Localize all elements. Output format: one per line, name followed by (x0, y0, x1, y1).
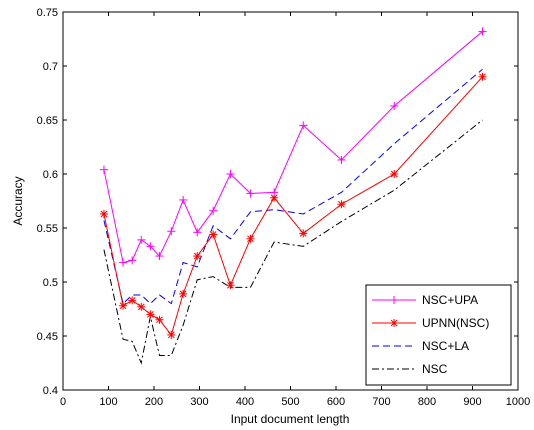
legend-label-2: NSC+LA (422, 339, 469, 353)
series-0-point-4 (146, 242, 155, 251)
series-0-point-8 (193, 228, 202, 237)
series-1-point-9-d2 (209, 231, 217, 238)
x-tick-label-6: 600 (327, 396, 345, 408)
legend: NSC+UPA UPNN(NSC) NSC+LA NSC (365, 284, 512, 386)
series-1-point-4-d2 (147, 311, 154, 318)
y-tick-label-7: 0.75 (37, 7, 58, 19)
series-1-point-12-d2 (270, 194, 278, 202)
series-1-point-7 (179, 289, 188, 298)
series-0-point-5 (155, 252, 164, 261)
y-tick-label-0: 0.4 (43, 385, 58, 397)
series-0-point-7 (179, 195, 188, 204)
series-1-point-7-d2 (179, 290, 187, 298)
y-tick-label-1: 0.45 (37, 331, 58, 343)
series-0-point-13 (299, 121, 308, 130)
series-1-point-0-d2 (100, 210, 108, 218)
series-0-point-14 (337, 155, 346, 164)
y-tick-label-5: 0.65 (37, 115, 58, 127)
x-tick-label-5: 500 (281, 396, 299, 408)
x-tick-label-0: 0 (60, 396, 66, 408)
series-1-point-9 (209, 230, 218, 239)
series-1-point-6-d2 (167, 331, 175, 339)
series-1-point-2-d2 (128, 297, 136, 304)
y-tick-label-6: 0.7 (43, 61, 58, 73)
series-1-point-14-d2 (338, 200, 345, 208)
series-1-point-16 (478, 72, 487, 81)
series-1-point-0 (99, 209, 108, 218)
y-tick-label-3: 0.55 (37, 223, 58, 235)
series-1-point-6 (167, 330, 176, 339)
series-1-point-11-d2 (247, 235, 254, 243)
series-1-point-13-d2 (299, 230, 307, 237)
series-1-point-1-d2 (119, 302, 127, 310)
series-1-point-1 (119, 301, 128, 310)
series-1-point-10 (226, 281, 235, 290)
series-1-point-15-d2 (390, 170, 398, 178)
series-line-3 (103, 119, 483, 365)
legend-marker-1-d2 (390, 319, 398, 327)
series-1-point-11 (246, 234, 255, 243)
series-1-point-8-d2 (193, 252, 201, 260)
series-1-point-4 (146, 310, 155, 319)
series-0-point-3 (137, 235, 146, 244)
series-1-point-10-d2 (227, 281, 234, 289)
series-0-point-1 (119, 258, 128, 267)
series-1-point-3-d2 (137, 303, 145, 311)
legend-label-0: NSC+UPA (422, 293, 478, 307)
series-0-point-11 (246, 189, 255, 198)
x-tick-label-4: 400 (236, 396, 254, 408)
y-axis-label: Accuracy (11, 176, 25, 225)
x-tick-label-9: 900 (463, 396, 481, 408)
series-1-point-12 (270, 193, 279, 202)
axes-layer: 0 100 200 300 400 500 600 700 800 900 1000 0.4 0.45 0… (37, 7, 531, 408)
series-0-point-0 (99, 165, 108, 174)
legend-marker-0 (390, 296, 398, 304)
legend-box (365, 284, 512, 386)
legend-label-1: UPNN(NSC) (422, 316, 489, 330)
series-0-point-10 (226, 170, 235, 178)
x-tick-label-1: 100 (99, 396, 117, 408)
series-1-point-2 (128, 296, 137, 305)
series-0-point-6 (167, 227, 176, 236)
series-1-point-14 (337, 200, 346, 209)
series-1-point-13 (299, 229, 308, 238)
x-tick-label-3: 300 (190, 396, 208, 408)
x-axis-label: Input document length (231, 412, 350, 426)
series-1-point-3 (137, 302, 146, 311)
legend-label-3: NSC (422, 362, 448, 376)
series-layer (99, 27, 487, 365)
y-tick-label-2: 0.5 (43, 277, 58, 289)
series-0-point-9 (209, 206, 218, 215)
x-tick-label-10: 1000 (506, 396, 530, 408)
y-tick-label-4: 0.6 (43, 169, 58, 181)
legend-marker-1 (390, 319, 398, 327)
series-1-point-16-d2 (479, 73, 486, 81)
x-tick-label-8: 800 (418, 396, 436, 408)
series-0-point-12 (270, 188, 279, 197)
series-line-2 (103, 68, 483, 305)
series-1-point-5-d2 (156, 316, 163, 324)
x-tick-label-7: 700 (372, 396, 390, 408)
series-0-point-15 (390, 101, 399, 110)
series-0-point-2 (128, 256, 137, 265)
series-0-point-16 (478, 27, 487, 36)
series-1-point-8 (193, 252, 202, 261)
x-tick-label-2: 200 (145, 396, 163, 408)
series-1-point-5 (155, 315, 164, 324)
series-1-point-15 (390, 170, 399, 178)
